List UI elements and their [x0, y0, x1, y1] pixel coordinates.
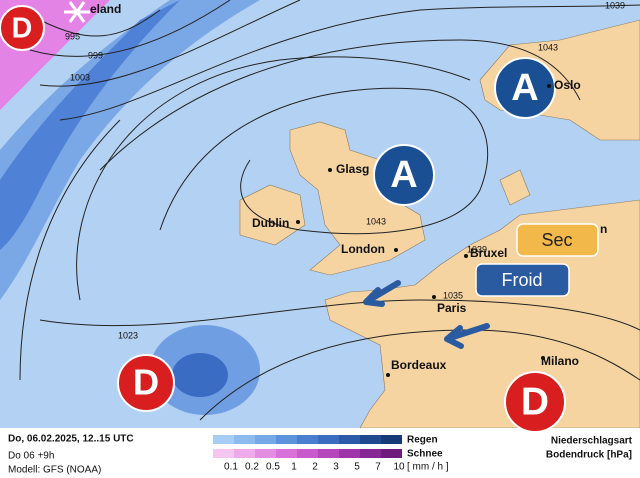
city-name: n	[600, 222, 607, 236]
isobar-label: 995	[65, 31, 80, 41]
unit: [ mm / h ]	[407, 462, 449, 473]
city-dot	[296, 220, 300, 224]
dry-label: Sec	[541, 230, 572, 250]
isobar-label: 999	[88, 50, 103, 60]
low-marker	[0, 5, 45, 51]
snow-swatch	[213, 449, 234, 458]
high-marker	[373, 144, 435, 206]
isobars	[19, 0, 640, 421]
rain-swatch	[339, 435, 360, 444]
city-name: Dublin	[252, 216, 289, 230]
rain-swatch	[255, 435, 276, 444]
city-dot	[394, 248, 398, 252]
scale-tick: 0.1	[224, 462, 238, 473]
city-dot	[432, 295, 436, 299]
dry-box	[516, 223, 599, 257]
land	[499, 169, 531, 206]
snow-swatch	[255, 449, 276, 458]
rain-swatch	[234, 435, 255, 444]
rain-band	[0, 0, 180, 250]
model: Modell: GFS (NOAA)	[8, 465, 101, 476]
scale-tick: 10	[393, 462, 405, 473]
rain-swatch	[318, 435, 339, 444]
scale-tick: 5	[354, 462, 360, 473]
city-dot	[386, 373, 390, 377]
rain-swatch	[381, 435, 402, 444]
high-marker	[494, 57, 556, 119]
rain-swatch	[213, 435, 234, 444]
snow-swatch	[339, 449, 360, 458]
city-name: Paris	[437, 301, 467, 315]
low-label: D	[133, 362, 159, 403]
isobar-label: 1043	[538, 42, 558, 52]
land	[289, 121, 426, 276]
scale-tick: 3	[333, 462, 339, 473]
scale-tick: 0.2	[245, 462, 259, 473]
snow-swatch	[297, 449, 318, 458]
high-label: A	[390, 154, 417, 196]
low-label: D	[12, 13, 33, 45]
isobar-label: 1035	[443, 290, 463, 300]
rain-swatch	[297, 435, 318, 444]
snow-legend: Schnee	[407, 449, 443, 460]
type-title: Niederschlagsart	[551, 436, 633, 447]
snow-swatch	[360, 449, 381, 458]
land	[324, 199, 640, 429]
rain-legend: Regen	[407, 435, 438, 446]
land	[239, 184, 306, 246]
step: Do 06 +9h	[8, 451, 54, 462]
city-name: London	[341, 242, 385, 256]
snow-swatch	[276, 449, 297, 458]
low-marker	[117, 354, 175, 412]
snow-icon	[64, 1, 90, 23]
scale-tick: 1	[291, 462, 297, 473]
cold-box	[475, 263, 570, 297]
arrow	[444, 323, 490, 349]
high-label: A	[511, 67, 538, 109]
city-name: Bordeaux	[391, 358, 447, 372]
low-label: D	[521, 380, 549, 423]
isobar-label: 1003	[70, 72, 90, 82]
city-dot	[547, 84, 551, 88]
cold-label: Froid	[501, 270, 542, 290]
isobar-label: 1039	[605, 0, 625, 10]
isobar-label: 1043	[366, 216, 386, 226]
snow-swatch	[318, 449, 339, 458]
city-dot	[328, 168, 332, 172]
city-dot	[464, 254, 468, 258]
city-name: eland	[90, 2, 121, 16]
snow-swatch	[381, 449, 402, 458]
low-marker	[504, 371, 566, 433]
rain-area	[172, 353, 228, 397]
city-dot	[541, 356, 545, 360]
scale-tick: 7	[375, 462, 381, 473]
scale-tick: 2	[312, 462, 318, 473]
arrow	[363, 280, 401, 307]
isobar-label: 1023	[118, 330, 138, 340]
city-name: Oslo	[554, 78, 581, 92]
snow-swatch	[234, 449, 255, 458]
city-name: Milano	[541, 354, 579, 368]
city-name: Glasg	[336, 162, 369, 176]
rain-swatch	[276, 435, 297, 444]
isobar-label: 1039	[467, 244, 487, 254]
pressure-title: Bodendruck [hPa]	[546, 450, 632, 461]
scale-tick: 0.5	[266, 462, 280, 473]
city-name: Bruxel	[470, 246, 507, 260]
rain-swatch	[360, 435, 381, 444]
time: Do, 06.02.2025, 12..15 UTC	[8, 434, 134, 445]
